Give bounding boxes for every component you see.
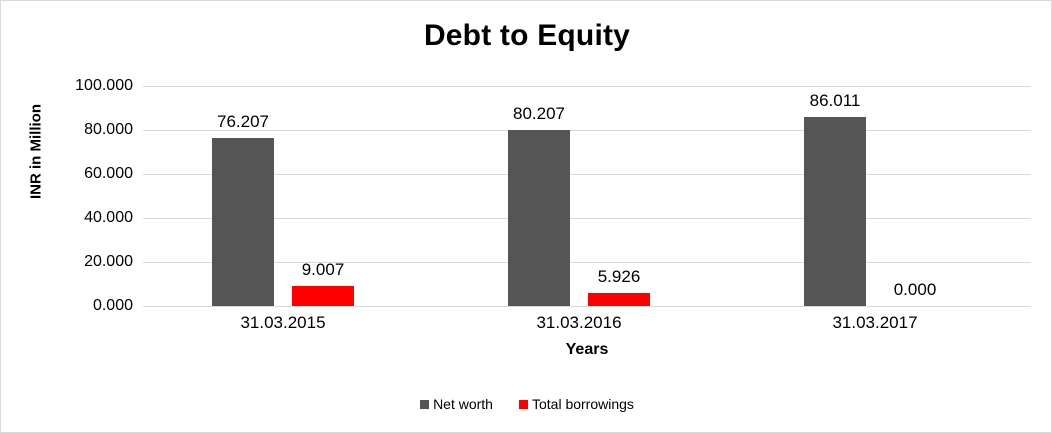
bar-total-borrowings xyxy=(588,292,650,306)
x-axis-category-label: 31.03.2016 xyxy=(536,313,622,332)
bar-value-label: 9.007 xyxy=(301,260,345,280)
bar-net-worth xyxy=(212,138,274,306)
y-axis-tick-label: 40.000 xyxy=(84,209,133,226)
gridline xyxy=(143,130,1031,131)
legend-label: Total borrowings xyxy=(531,396,634,412)
x-axis-category-labels: 31.03.2015 31.03.2016 31.03.2017 xyxy=(143,313,1031,339)
y-axis-title: INR in Million xyxy=(27,104,45,199)
y-axis-tick-label: 20.000 xyxy=(84,253,133,270)
gridline xyxy=(143,306,1031,307)
bar-net-worth xyxy=(508,129,570,306)
gridline xyxy=(143,218,1031,219)
legend-item[interactable]: Total borrowings xyxy=(518,396,634,412)
y-axis-tick-label: 80.000 xyxy=(84,121,133,138)
bar-value-label: 80.207 xyxy=(513,103,565,123)
bar-value-label: 5.926 xyxy=(597,266,641,286)
bar-net-worth xyxy=(804,116,866,306)
y-axis-tick-labels: 0.000 20.000 40.000 60.000 80.000 100.000 xyxy=(53,77,133,314)
x-axis-title: Years xyxy=(565,341,609,358)
legend-swatch-icon xyxy=(518,399,528,409)
legend-item[interactable]: Net worth xyxy=(420,396,493,412)
bar-total-borrowings xyxy=(292,286,354,306)
bar-value-label: 76.207 xyxy=(217,112,269,132)
y-axis-tick-label: 60.000 xyxy=(84,165,133,182)
chart-legend: Net worth Total borrowings xyxy=(1,396,1051,412)
y-axis-tick-label: 0.000 xyxy=(92,297,133,314)
x-axis-category-label: 31.03.2017 xyxy=(832,313,918,332)
bar-value-label: 0.000 xyxy=(893,280,937,299)
y-axis-tick-label: 100.000 xyxy=(75,77,133,94)
x-axis-category-label: 31.03.2015 xyxy=(240,313,326,332)
legend-swatch-icon xyxy=(420,399,430,409)
bar-value-label: 86.011 xyxy=(809,90,861,110)
plot-area: 76.207 9.007 80.207 5.926 86.011 0.000 xyxy=(143,86,1031,307)
chart-title: Debt to Equity xyxy=(423,19,631,52)
gridline xyxy=(143,174,1031,175)
gridline xyxy=(143,262,1031,263)
gridline xyxy=(143,86,1031,87)
legend-label: Net worth xyxy=(433,396,493,412)
